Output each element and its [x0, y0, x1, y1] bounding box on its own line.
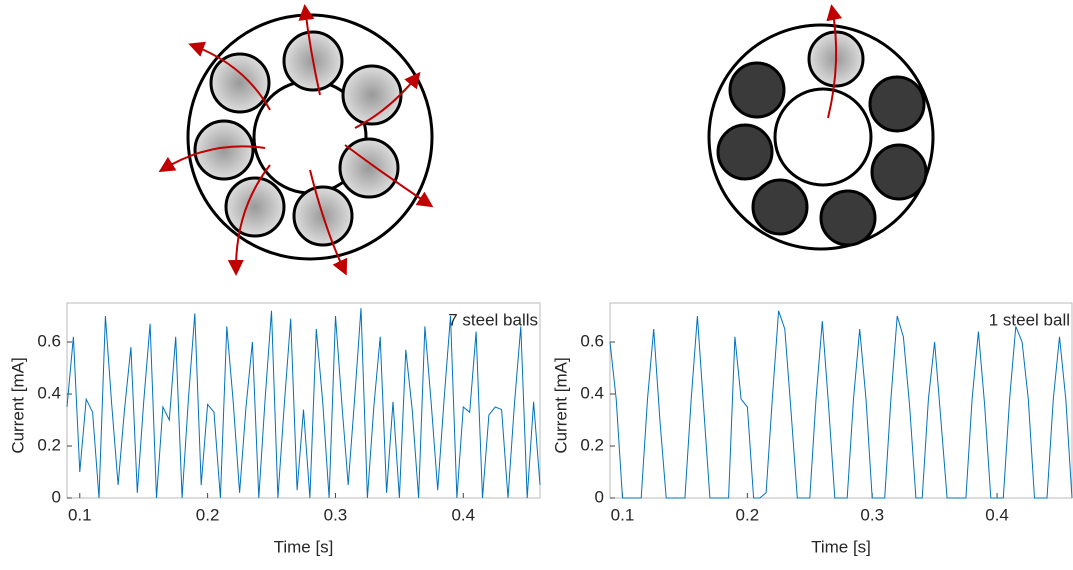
annotation: 7 steel balls [448, 310, 538, 329]
y-tick-label: 0.2 [580, 435, 604, 454]
annotation: 1 steel ball [989, 310, 1070, 329]
y-tick-label: 0.6 [37, 331, 61, 350]
x-tick-label: 0.3 [324, 505, 348, 524]
y-tick-label: 0.6 [580, 331, 604, 350]
x-axis-label: Time [s] [274, 537, 334, 556]
plot-area [66, 302, 541, 499]
y-tick-label: 0.2 [37, 435, 61, 454]
x-tick-label: 0.1 [611, 505, 635, 524]
y-axis-label: Current [mA] [8, 357, 27, 453]
x-tick-label: 0.2 [736, 505, 760, 524]
bearing-all-balls [158, 4, 434, 276]
y-tick-label: 0.4 [580, 383, 604, 402]
x-axis-label: Time [s] [811, 537, 871, 556]
signal-line [66, 308, 541, 499]
signal-line [609, 310, 1073, 499]
x-tick-label: 0.4 [985, 505, 1009, 524]
x-tick-label: 0.4 [451, 505, 475, 524]
y-tick-label: 0 [595, 487, 604, 506]
x-tick-label: 0.2 [196, 505, 220, 524]
x-tick-label: 0.3 [860, 505, 884, 524]
y-tick-label: 0 [52, 487, 61, 506]
plot-area [609, 302, 1073, 499]
y-axis-label: Current [mA] [551, 357, 570, 453]
y-tick-label: 0.4 [37, 383, 61, 402]
x-tick-label: 0.1 [68, 505, 92, 524]
bearing-one-ball [707, 4, 935, 251]
